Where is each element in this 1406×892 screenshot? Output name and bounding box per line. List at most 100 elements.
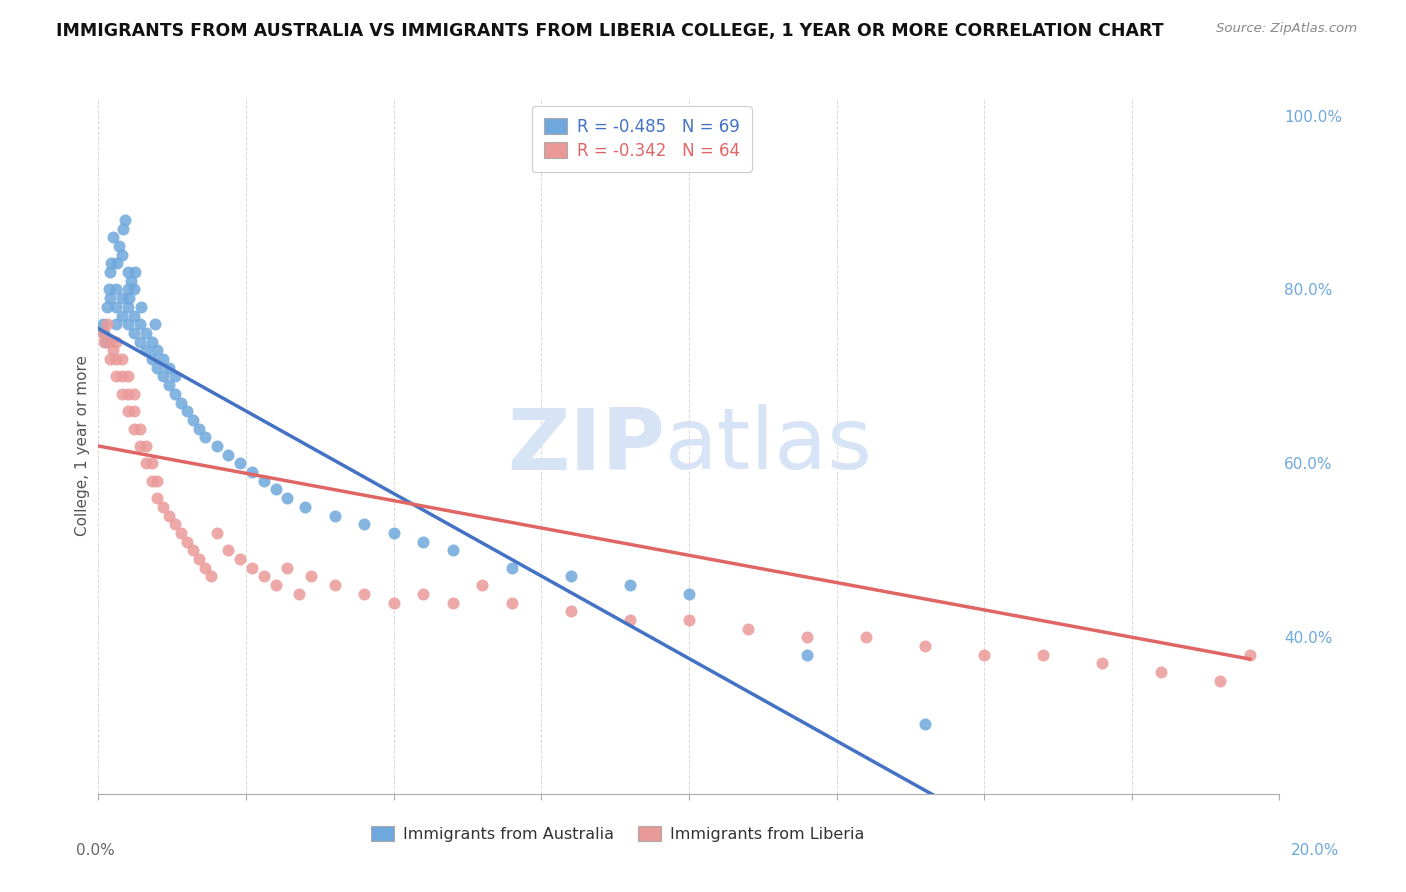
- Point: [288, 587, 311, 601]
- Point: [194, 430, 217, 444]
- Point: [229, 456, 252, 471]
- Point: [152, 500, 174, 514]
- Point: [111, 386, 134, 401]
- Point: [176, 404, 198, 418]
- Point: [412, 534, 434, 549]
- Point: [98, 265, 121, 279]
- Point: [112, 221, 135, 235]
- Point: [678, 613, 700, 627]
- Point: [120, 274, 142, 288]
- Point: [181, 543, 204, 558]
- Point: [796, 648, 818, 662]
- Point: [353, 517, 375, 532]
- Point: [157, 360, 180, 375]
- Point: [194, 561, 217, 575]
- Point: [152, 352, 174, 367]
- Point: [114, 213, 136, 227]
- Point: [141, 474, 163, 488]
- Point: [217, 448, 239, 462]
- Point: [124, 265, 146, 279]
- Point: [105, 317, 128, 331]
- Point: [253, 569, 276, 583]
- Point: [165, 386, 187, 401]
- Point: [1150, 665, 1173, 680]
- Point: [619, 578, 641, 592]
- Point: [117, 265, 139, 279]
- Point: [135, 439, 157, 453]
- Point: [1032, 648, 1054, 662]
- Point: [117, 369, 139, 384]
- Point: [111, 291, 134, 305]
- Point: [353, 587, 375, 601]
- Point: [93, 334, 115, 349]
- Point: [240, 465, 263, 479]
- Point: [152, 369, 174, 384]
- Point: [98, 282, 121, 296]
- Point: [441, 596, 464, 610]
- Point: [217, 543, 239, 558]
- Point: [294, 500, 316, 514]
- Point: [165, 517, 187, 532]
- Point: [737, 622, 759, 636]
- Point: [1091, 657, 1114, 671]
- Point: [441, 543, 464, 558]
- Point: [276, 561, 298, 575]
- Point: [276, 491, 298, 505]
- Point: [855, 630, 877, 644]
- Point: [105, 352, 128, 367]
- Point: [103, 230, 125, 244]
- Point: [108, 239, 131, 253]
- Point: [111, 369, 134, 384]
- Text: ZIP: ZIP: [508, 404, 665, 488]
- Point: [141, 352, 163, 367]
- Point: [91, 326, 114, 340]
- Point: [382, 525, 405, 540]
- Point: [501, 561, 523, 575]
- Point: [111, 309, 134, 323]
- Point: [135, 343, 157, 358]
- Point: [91, 317, 114, 331]
- Point: [205, 439, 228, 453]
- Point: [187, 421, 209, 435]
- Y-axis label: College, 1 year or more: College, 1 year or more: [75, 356, 90, 536]
- Point: [264, 578, 287, 592]
- Point: [111, 248, 134, 262]
- Point: [96, 300, 118, 314]
- Point: [105, 300, 128, 314]
- Point: [135, 456, 157, 471]
- Point: [187, 552, 209, 566]
- Point: [501, 596, 523, 610]
- Point: [105, 256, 128, 270]
- Point: [128, 439, 150, 453]
- Point: [117, 404, 139, 418]
- Point: [146, 491, 169, 505]
- Text: IMMIGRANTS FROM AUSTRALIA VS IMMIGRANTS FROM LIBERIA COLLEGE, 1 YEAR OR MORE COR: IMMIGRANTS FROM AUSTRALIA VS IMMIGRANTS …: [56, 22, 1164, 40]
- Point: [157, 508, 180, 523]
- Point: [117, 386, 139, 401]
- Point: [914, 717, 936, 731]
- Point: [471, 578, 494, 592]
- Point: [117, 317, 139, 331]
- Text: 20.0%: 20.0%: [1291, 843, 1339, 858]
- Point: [412, 587, 434, 601]
- Point: [98, 291, 121, 305]
- Point: [229, 552, 252, 566]
- Point: [176, 534, 198, 549]
- Point: [796, 630, 818, 644]
- Point: [98, 334, 121, 349]
- Text: Source: ZipAtlas.com: Source: ZipAtlas.com: [1216, 22, 1357, 36]
- Point: [146, 474, 169, 488]
- Point: [146, 343, 169, 358]
- Point: [170, 525, 193, 540]
- Text: 0.0%: 0.0%: [76, 843, 115, 858]
- Point: [157, 378, 180, 392]
- Point: [128, 421, 150, 435]
- Point: [560, 569, 582, 583]
- Point: [105, 369, 128, 384]
- Point: [122, 386, 145, 401]
- Point: [264, 483, 287, 497]
- Point: [1239, 648, 1261, 662]
- Point: [973, 648, 995, 662]
- Point: [122, 282, 145, 296]
- Point: [200, 569, 222, 583]
